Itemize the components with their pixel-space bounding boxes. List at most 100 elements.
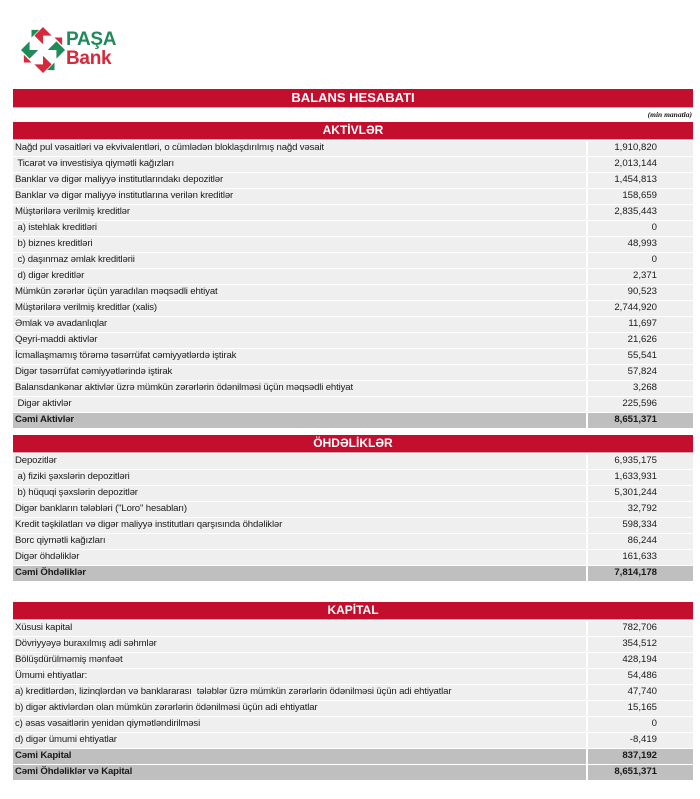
row-value: 0 — [588, 717, 693, 732]
table-row: Müştərilərə verilmiş kreditlər 2,835,443 — [13, 205, 693, 220]
table-row: Digər təsərrüfat cəmiyyətlərində iştirak… — [13, 365, 693, 380]
table-row: Banklar və digər maliyyə institutlarında… — [13, 173, 693, 188]
row-value: 837,192 — [588, 749, 693, 764]
table-row: Müştərilərə verilmiş kreditlər (xalis) 2,… — [13, 301, 693, 316]
table-row: b) biznes kreditləri 48,993 — [13, 237, 693, 252]
row-label: Balansdankənar aktivlər üzrə mümkün zərə… — [13, 381, 586, 396]
row-value: 225,596 — [588, 397, 693, 412]
row-label: İcmallaşmamış törəmə təsərrüfat cəmiyyət… — [13, 349, 586, 364]
row-value: 0 — [588, 253, 693, 268]
row-label: Kredit təşkilatları və digər maliyyə ins… — [13, 518, 586, 533]
table-assets: Nağd pul vəsaitləri və ekvivalentləri, o… — [13, 141, 693, 429]
row-value: 2,013,144 — [588, 157, 693, 172]
row-value: 598,334 — [588, 518, 693, 533]
table-row: c) əsas vəsaitlərin yenidən qiymətləndir… — [13, 717, 693, 732]
table-row: b) digər aktivlərdən olan mümkün zərərlə… — [13, 701, 693, 716]
row-value: 6,935,175 — [588, 454, 693, 469]
table-row: a) fiziki şəxslərin depozitləri 1,633,931 — [13, 470, 693, 485]
row-value: 54,486 — [588, 669, 693, 684]
row-value: 48,993 — [588, 237, 693, 252]
row-value: 57,824 — [588, 365, 693, 380]
table-liabilities: Depozitlər 6,935,175 a) fiziki şəxslərin … — [13, 454, 693, 582]
row-value: 161,633 — [588, 550, 693, 565]
table-row: İcmallaşmamış törəmə təsərrüfat cəmiyyət… — [13, 349, 693, 364]
row-label: a) istehlak kreditləri — [13, 221, 586, 236]
row-label: Dövriyyəyə buraxılmış adi səhmlər — [13, 637, 586, 652]
row-value: 8,651,371 — [588, 765, 693, 780]
row-value: 2,835,443 — [588, 205, 693, 220]
row-value: 21,626 — [588, 333, 693, 348]
row-value: -8,419 — [588, 733, 693, 748]
row-value: 1,454,813 — [588, 173, 693, 188]
row-label: Cəmi Öhdəliklər — [13, 566, 586, 581]
row-label: a) kreditlərdən, lizinqlərdən və banklar… — [13, 685, 586, 700]
row-value: 90,523 — [588, 285, 693, 300]
table-row: Mümkün zərərlər üçün yaradılan məqsədli … — [13, 285, 693, 300]
row-label: Digər bankların tələbləri ("Loro" hesabl… — [13, 502, 586, 517]
row-label: d) digər ümumi ehtiyatlar — [13, 733, 586, 748]
table-capital: Xüsusi kapital 782,706 Dövriyyəyə buraxılm… — [13, 621, 693, 781]
row-value: 47,740 — [588, 685, 693, 700]
row-label: Müştərilərə verilmiş kreditlər (xalis) — [13, 301, 586, 316]
table-row: a) kreditlərdən, lizinqlərdən və banklar… — [13, 685, 693, 700]
pasha-bank-logo-icon — [20, 27, 66, 73]
row-value: 158,659 — [588, 189, 693, 204]
total-row: Cəmi Kapital 837,192 — [13, 749, 693, 764]
row-label: Banklar və digər maliyyə institutlarında… — [13, 173, 586, 188]
row-label: Ticarət və investisiya qiymətli kağızlar… — [13, 157, 586, 172]
row-value: 2,371 — [588, 269, 693, 284]
row-value: 8,651,371 — [588, 413, 693, 428]
row-value: 2,744,920 — [588, 301, 693, 316]
row-label: Cəmi Kapital — [13, 749, 586, 764]
row-value: 5,301,244 — [588, 486, 693, 501]
table-row: Xüsusi kapital 782,706 — [13, 621, 693, 636]
row-label: Digər öhdəliklər — [13, 550, 586, 565]
table-row: Ticarət və investisiya qiymətli kağızlar… — [13, 157, 693, 172]
logo-text-bank: Bank — [66, 48, 112, 69]
section-heading-assets: AKTİVLƏR — [13, 122, 693, 140]
table-row: Qeyri-maddi aktivlər 21,626 — [13, 333, 693, 348]
row-value: 55,541 — [588, 349, 693, 364]
total-row: Cəmi Öhdəliklər 7,814,178 — [13, 566, 693, 581]
row-label: Ümumi ehtiyatlar: — [13, 669, 586, 684]
total-row: Cəmi Öhdəliklər və Kapital 8,651,371 — [13, 765, 693, 780]
table-row: Nağd pul vəsaitləri və ekvivalentləri, o… — [13, 141, 693, 156]
table-row: Dövriyyəyə buraxılmış adi səhmlər 354,512 — [13, 637, 693, 652]
row-value: 7,814,178 — [588, 566, 693, 581]
table-row: Balansdankənar aktivlər üzrə mümkün zərə… — [13, 381, 693, 396]
row-value: 15,165 — [588, 701, 693, 716]
row-value: 354,512 — [588, 637, 693, 652]
row-label: Qeyri-maddi aktivlər — [13, 333, 586, 348]
table-row: Banklar və digər maliyyə institutlarına … — [13, 189, 693, 204]
table-row: a) istehlak kreditləri 0 — [13, 221, 693, 236]
row-label: c) əsas vəsaitlərin yenidən qiymətləndir… — [13, 717, 586, 732]
table-row: Borc qiymətli kağızları 86,244 — [13, 534, 693, 549]
row-label: b) hüquqi şəxslərin depozitlər — [13, 486, 586, 501]
row-label: Bölüşdürülməmiş mənfəət — [13, 653, 586, 668]
table-row: c) daşınmaz əmlak kreditlərii 0 — [13, 253, 693, 268]
section-heading-capital: KAPİTAL — [13, 602, 693, 620]
row-label: Müştərilərə verilmiş kreditlər — [13, 205, 586, 220]
table-row: d) digər kreditlər 2,371 — [13, 269, 693, 284]
table-row: Ümumi ehtiyatlar: 54,486 — [13, 669, 693, 684]
row-value: 428,194 — [588, 653, 693, 668]
row-value: 3,268 — [588, 381, 693, 396]
table-row: d) digər ümumi ehtiyatlar -8,419 — [13, 733, 693, 748]
row-label: Cəmi Öhdəliklər və Kapital — [13, 765, 586, 780]
row-label: b) biznes kreditləri — [13, 237, 586, 252]
row-label: d) digər kreditlər — [13, 269, 586, 284]
table-row: b) hüquqi şəxslərin depozitlər 5,301,244 — [13, 486, 693, 501]
unit-label: (min manatla) — [647, 110, 692, 119]
row-label: Mümkün zərərlər üçün yaradılan məqsədli … — [13, 285, 586, 300]
table-row: Kredit təşkilatları və digər maliyyə ins… — [13, 518, 693, 533]
row-label: Əmlak və avadanlıqlar — [13, 317, 586, 332]
row-value: 1,633,931 — [588, 470, 693, 485]
row-label: Xüsusi kapital — [13, 621, 586, 636]
table-row: Digər aktivlər 225,596 — [13, 397, 693, 412]
row-label: Cəmi Aktivlər — [13, 413, 586, 428]
page-title: BALANS HESABATI — [13, 89, 693, 108]
row-label: Banklar və digər maliyyə institutlarına … — [13, 189, 586, 204]
row-value: 32,792 — [588, 502, 693, 517]
row-value: 86,244 — [588, 534, 693, 549]
table-row: Əmlak və avadanlıqlar 11,697 — [13, 317, 693, 332]
